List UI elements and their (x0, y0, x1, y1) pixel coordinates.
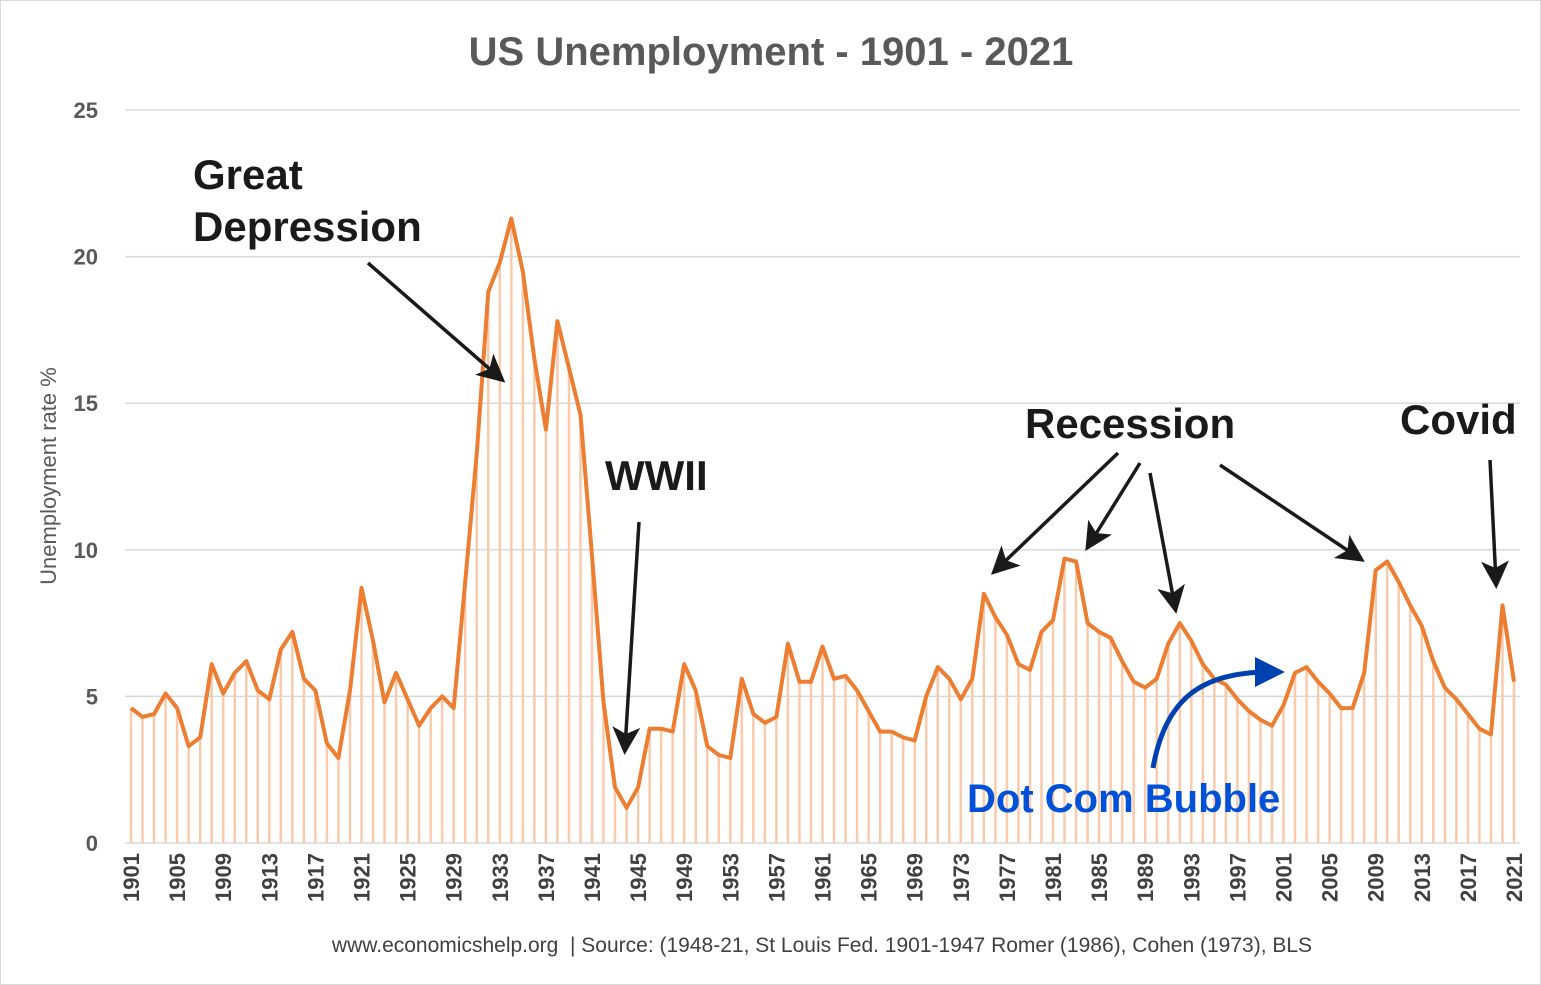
x-tick-label: 1917 (303, 853, 328, 902)
x-tick-label: 1945 (626, 853, 651, 902)
y-tick-label: 15 (74, 391, 98, 416)
arrow-great-depression (366, 261, 506, 383)
x-tick-label: 1989 (1133, 853, 1158, 902)
x-tick-label: 2017 (1456, 853, 1481, 902)
annotation-dot-com-bubble: Dot Com Bubble (967, 777, 1280, 821)
x-tick-label: 1981 (1041, 853, 1066, 902)
y-tick-label: 25 (74, 98, 98, 123)
x-tick-label: 2009 (1364, 853, 1389, 902)
x-tick-label: 1977 (995, 853, 1020, 902)
source-note: www.economicshelp.org | Source: (1948-21… (331, 934, 1312, 957)
arrow-recession-1975 (990, 451, 1120, 575)
arrow-dot-com-bubble (1150, 657, 1285, 769)
arrow-recession-1992 (1148, 472, 1185, 614)
x-tick-label: 1913 (257, 853, 282, 902)
x-tick-label: 1937 (534, 853, 559, 902)
x-tick-label: 1965 (857, 853, 882, 902)
chart-title: US Unemployment - 1901 - 2021 (469, 30, 1074, 74)
x-tick-label: 1949 (672, 853, 697, 902)
x-tick-label: 1953 (718, 853, 743, 902)
arrow-covid (1480, 459, 1509, 589)
x-tick-label: 1929 (442, 853, 467, 902)
arrow-recession-2009 (1219, 463, 1365, 562)
x-tick-label: 2013 (1410, 853, 1435, 902)
x-tick-label: 1905 (165, 853, 190, 902)
annotation-covid: Covid (1400, 396, 1517, 443)
arrow-recession-1983 (1085, 462, 1142, 551)
x-tick-label: 1997 (1225, 853, 1250, 902)
y-tick-label: 5 (86, 684, 98, 709)
y-tick-label: 20 (74, 245, 98, 270)
x-tick-label: 2001 (1272, 853, 1297, 902)
y-axis-label: Unemployment rate % (36, 367, 61, 585)
x-tick-label: 1957 (764, 853, 789, 902)
x-tick-label: 1925 (396, 853, 421, 902)
x-tick-label: 1985 (1087, 853, 1112, 902)
x-tick-label: 1969 (903, 853, 928, 902)
x-tick-label: 1941 (580, 853, 605, 902)
x-tick-label: 1921 (350, 853, 375, 902)
y-tick-label: 10 (74, 538, 98, 563)
annotation-great-depression-line2: Depression (193, 203, 422, 250)
x-tick-label: 1909 (211, 853, 236, 902)
x-tick-label: 1961 (811, 853, 836, 902)
x-tick-label: 1901 (119, 853, 144, 902)
annotation-recession: Recession (1025, 400, 1235, 447)
x-tick-label: 2005 (1318, 853, 1343, 902)
annotation-great-depression-line1: Great (193, 151, 303, 198)
x-tick-label: 1993 (1179, 853, 1204, 902)
annotation-wwii: WWII (605, 452, 708, 499)
x-tick-label: 1973 (949, 853, 974, 902)
x-tick-label: 1933 (488, 853, 513, 902)
x-tick-label: 2021 (1502, 853, 1527, 902)
arrow-wwii (612, 521, 641, 755)
y-tick-label: 0 (86, 831, 98, 856)
